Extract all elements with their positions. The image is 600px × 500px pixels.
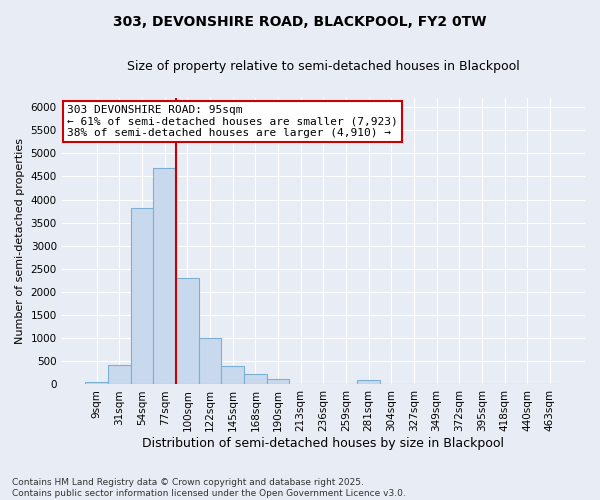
Bar [108, 364, 131, 384]
Title: Size of property relative to semi-detached houses in Blackpool: Size of property relative to semi-detach… [127, 60, 520, 73]
Bar [266, 380, 289, 384]
Text: 303, DEVONSHIRE ROAD, BLACKPOOL, FY2 0TW: 303, DEVONSHIRE ROAD, BLACKPOOL, FY2 0TW [113, 15, 487, 29]
Bar [131, 208, 154, 384]
Bar [154, 168, 176, 384]
X-axis label: Distribution of semi-detached houses by size in Blackpool: Distribution of semi-detached houses by … [142, 437, 505, 450]
Text: 303 DEVONSHIRE ROAD: 95sqm
← 61% of semi-detached houses are smaller (7,923)
38%: 303 DEVONSHIRE ROAD: 95sqm ← 61% of semi… [67, 105, 398, 138]
Bar [176, 278, 199, 384]
Bar [85, 382, 108, 384]
Bar [199, 338, 221, 384]
Bar [221, 366, 244, 384]
Bar [244, 374, 266, 384]
Y-axis label: Number of semi-detached properties: Number of semi-detached properties [15, 138, 25, 344]
Bar [358, 380, 380, 384]
Text: Contains HM Land Registry data © Crown copyright and database right 2025.
Contai: Contains HM Land Registry data © Crown c… [12, 478, 406, 498]
